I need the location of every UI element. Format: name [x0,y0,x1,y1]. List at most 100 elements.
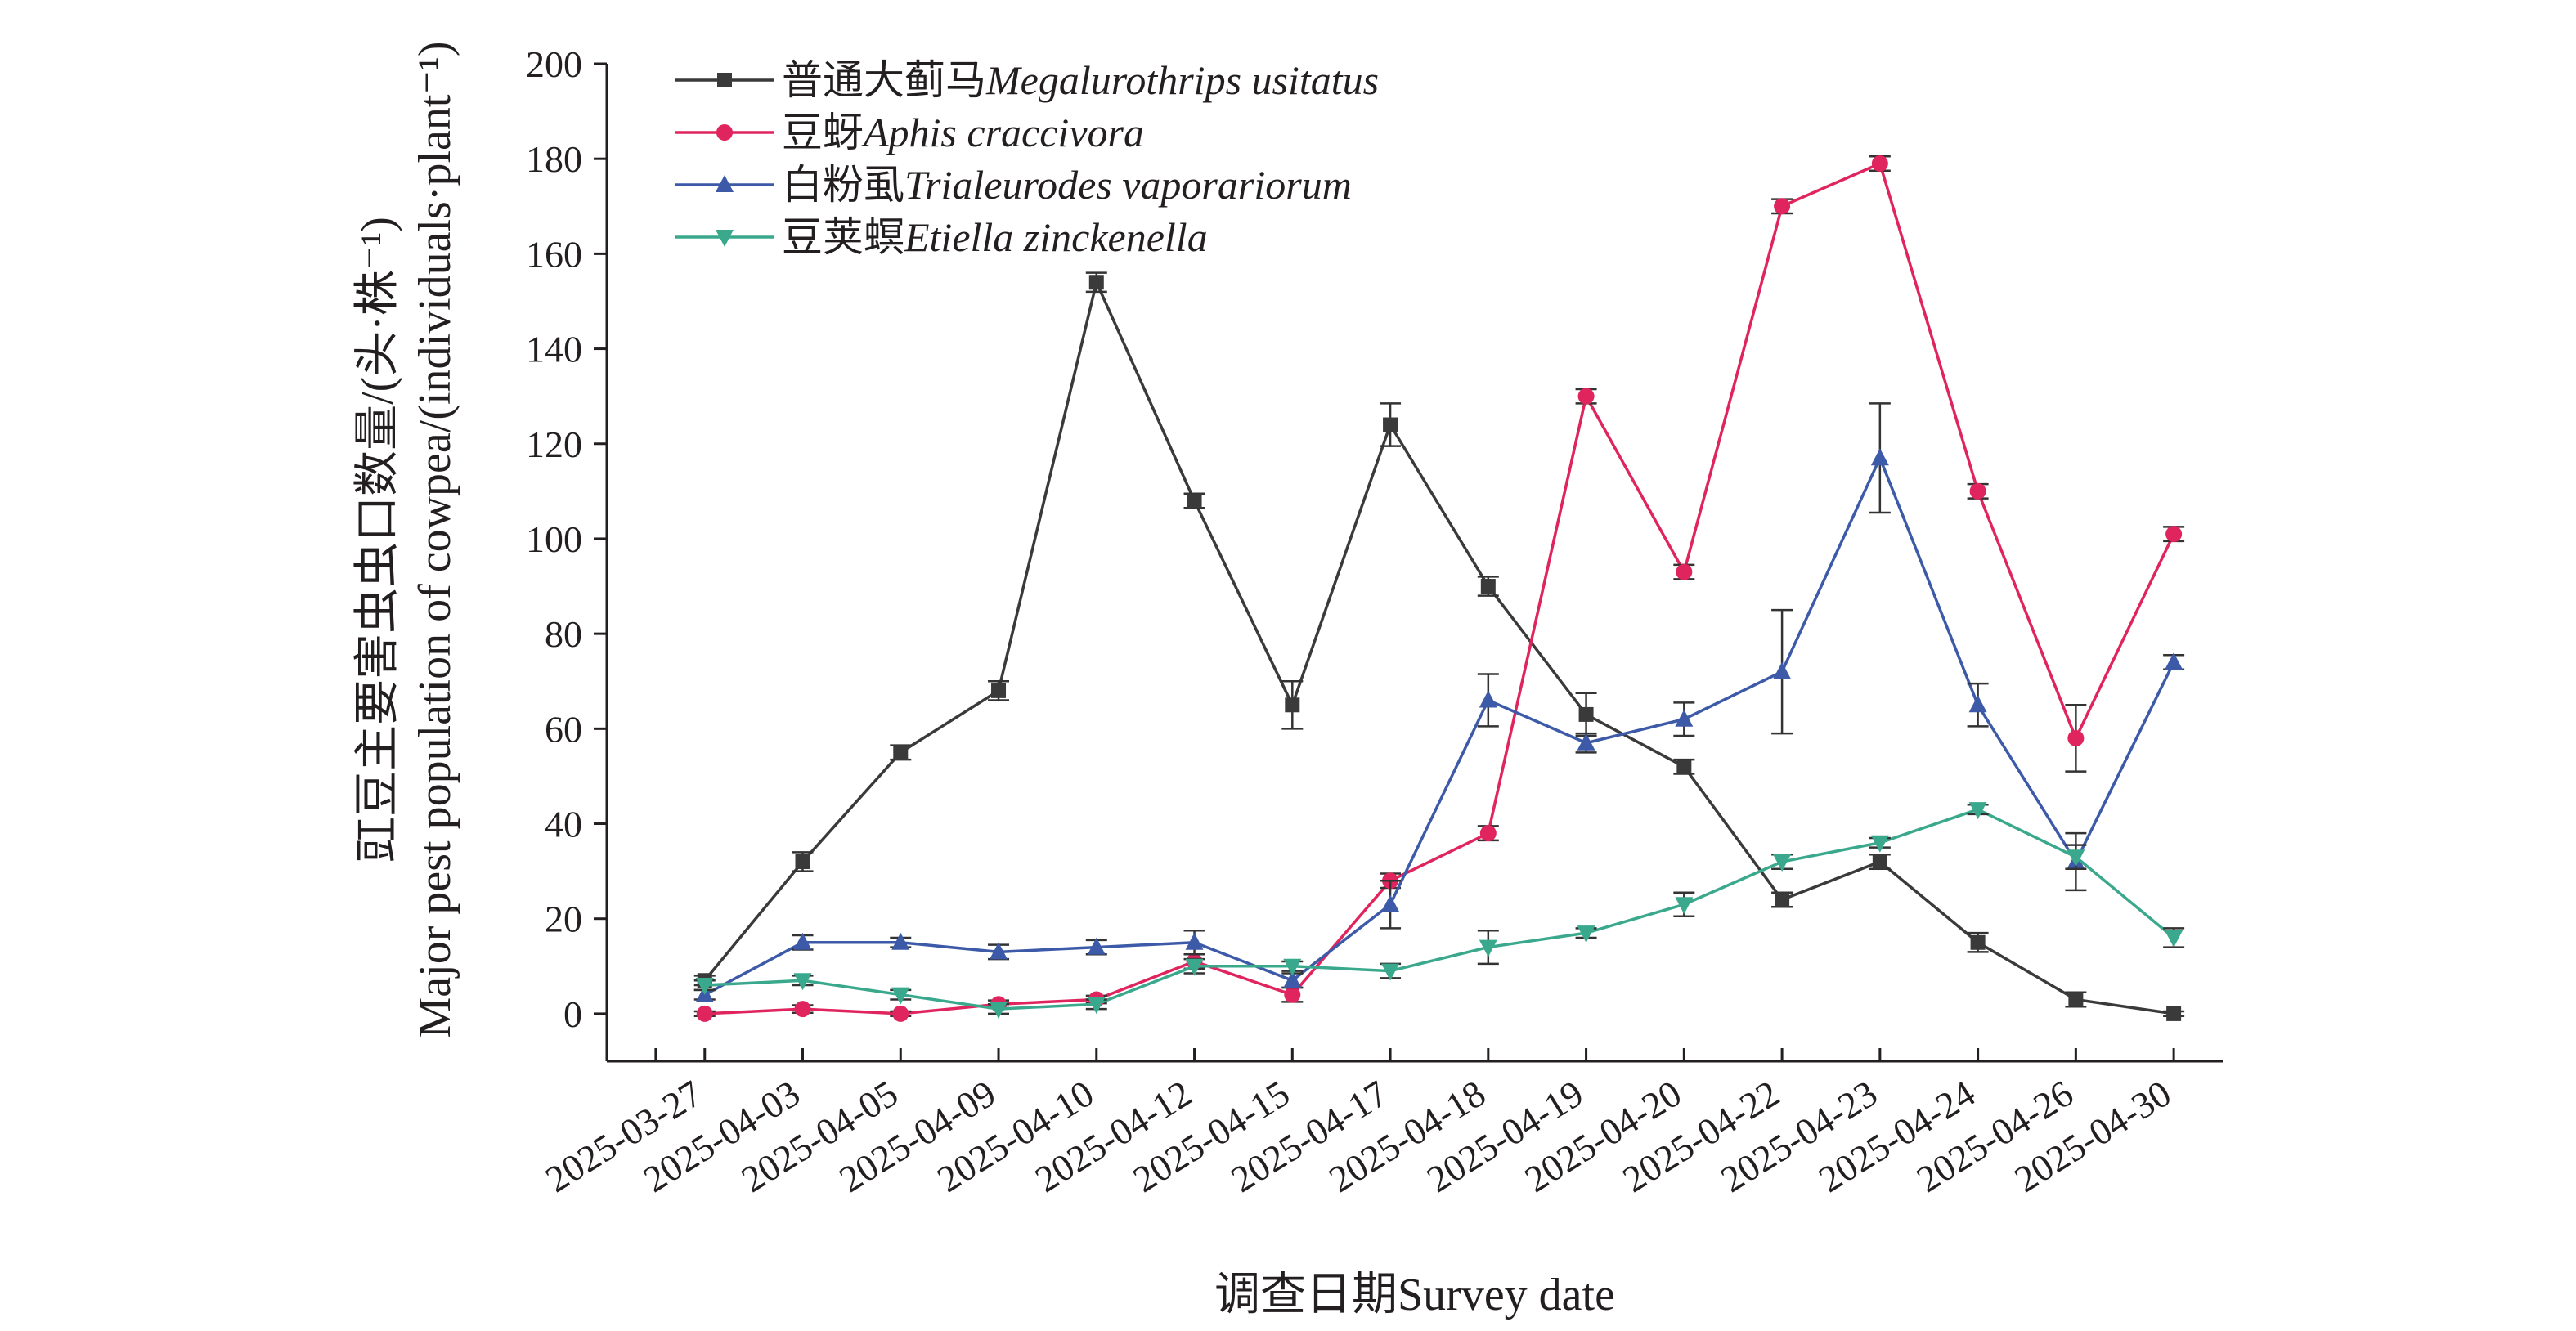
legend-marker [716,124,733,141]
data-point [1577,925,1595,943]
data-point [2067,849,2085,867]
series-0 [693,271,2185,1021]
data-point [1969,482,1986,500]
y-axis-ticks: 0 20 40 60 80 100 120 140 160 180 200 [526,43,607,1035]
data-point [891,987,910,1005]
y-tick-label: 100 [526,518,582,560]
y-axis-title-cn: 豇豆主要害虫虫口数量/(头·株⁻¹) [352,217,403,863]
legend-name-cn: 白粉虱 [782,162,904,208]
data-point [1088,275,1104,290]
data-point [1185,958,1204,976]
data-point [793,932,812,950]
legend-marker [717,73,732,87]
legend-entry: 白粉虱Trialeurodes vaporariorum [782,162,1352,208]
data-point [1479,825,1497,842]
data-point [1872,854,1887,869]
data-point [2067,729,2085,746]
data-point [2068,992,2084,1007]
data-point [1577,388,1595,405]
series-layer [693,155,2185,1022]
axes [605,64,2223,1063]
data-point [1283,958,1302,976]
y-tick-label: 40 [545,804,582,845]
y-tick-label: 140 [526,329,582,370]
data-point [1676,759,1692,774]
data-point [1479,690,1497,708]
data-point [1773,854,1792,872]
y-tick-label: 80 [545,613,582,655]
data-point [1577,733,1595,751]
data-point [1480,579,1496,594]
legend-name-sci: Aphis craccivora [861,110,1144,155]
data-point [793,973,812,991]
data-point [1087,937,1106,955]
y-tick-label: 180 [526,138,582,180]
series-line [704,808,2175,1011]
y-axis-title-en: Major pest population of cowpea/(individ… [410,42,460,1038]
legend-entry: 豆蚜Aphis craccivora [782,110,1144,155]
data-point [990,1002,1008,1020]
y-tick-label: 0 [563,993,582,1035]
legend-name-cn: 普通大蓟马 [782,57,986,103]
data-point [991,683,1007,698]
data-point [1479,939,1497,957]
y-tick-label: 120 [526,424,582,465]
data-point [2166,1006,2182,1021]
data-point [1676,563,1693,580]
legend-entry: 普通大蓟马Megalurothrips usitatus [782,57,1379,103]
data-point [1970,934,1986,950]
y-tick-label: 60 [545,708,582,750]
series-line [703,277,2174,1015]
series-1 [693,155,2185,1022]
data-point [1285,697,1300,713]
legend: 普通大蓟马Megalurothrips usitatus 豆蚜Aphis crac… [675,57,1379,260]
data-point [1968,695,1987,713]
y-tick-label: 160 [526,233,582,275]
y-tick-label: 20 [545,899,582,940]
data-point [1283,970,1302,988]
data-point [795,854,810,869]
series-2 [693,402,2185,1002]
data-point [2165,652,2183,670]
data-point [794,1001,811,1018]
data-point [1381,963,1400,981]
legend-name-cn: 豆蚜 [782,110,864,155]
legend-marker [716,230,734,247]
series-line [704,161,2175,1015]
legend-name-sci: Megalurothrips usitatus [985,57,1379,103]
legend-entry: 豆荚螟Etiella zinckenella [782,214,1208,260]
data-point [1185,932,1204,950]
legend-name-cn: 豆荚螟 [782,214,904,260]
data-point [893,745,909,760]
y-tick-label: 200 [526,43,582,85]
data-point [1087,997,1106,1015]
data-point [1773,661,1792,679]
data-point [891,932,910,950]
data-point [990,942,1008,960]
x-axis-ticks: 2025-03-272025-04-032025-04-052025-04-09… [538,1048,2178,1200]
data-point [1675,709,1694,727]
data-point [1383,417,1398,432]
data-point [1774,198,1791,215]
data-point [1381,894,1400,912]
data-point [1187,493,1202,509]
data-point [1870,835,1889,853]
data-point [2165,526,2183,543]
legend-marker [716,175,734,192]
data-point [696,1005,713,1022]
data-point [1870,448,1889,466]
data-point [892,1005,909,1022]
legend-name-sci: Etiella zinckenella [904,214,1208,260]
data-point [1578,706,1594,722]
legend-name-sci: Trialeurodes vaporariorum [904,162,1352,208]
series-line [703,454,2175,997]
data-point [1968,802,1987,820]
x-axis-title: 调查日期Survey date [1214,1270,1615,1320]
data-point [1284,986,1301,1003]
data-point [1871,155,1888,172]
data-point [1675,897,1694,915]
data-point [2165,930,2183,948]
data-point [695,978,714,996]
data-point [1775,892,1790,908]
